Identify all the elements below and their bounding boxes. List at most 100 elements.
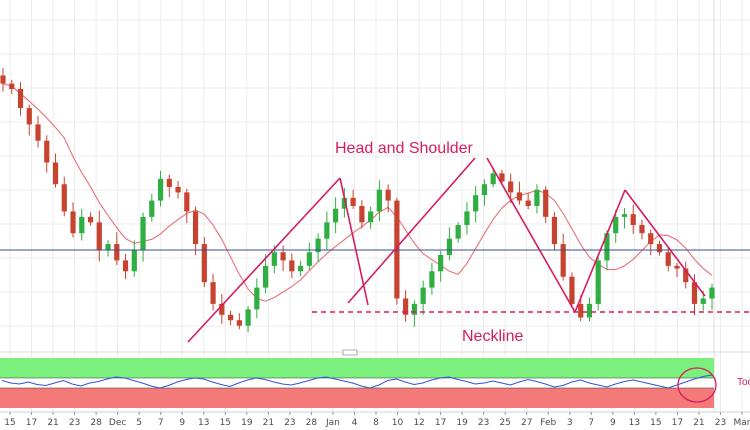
price-candles [0,68,715,333]
candle [210,273,216,311]
candle [157,170,164,207]
x-tick-label: 21 [47,418,58,428]
moving-average [2,83,713,302]
candle [438,251,444,282]
candle [52,153,59,188]
candle [149,193,155,222]
candle [87,212,94,226]
candle [262,254,269,294]
candle [630,204,636,234]
candle [595,253,601,311]
candle [490,169,496,188]
pattern-lines [187,157,706,343]
candle [245,306,251,333]
candle [359,200,365,229]
x-tick-label: 13 [629,418,640,428]
oversold-zone [0,388,714,408]
candle [403,290,409,322]
candle [560,233,566,281]
candle [298,260,304,277]
candle [236,313,242,330]
candle [551,211,558,250]
candle [368,206,374,229]
moving-average-line [2,83,713,302]
candle [525,193,531,210]
x-tick-label: 23 [284,418,295,428]
x-tick-label: 19 [241,418,253,428]
pane-divider[interactable] [0,349,750,356]
candle [665,247,671,272]
overbought-zone [0,358,714,378]
oscillator-series [1,374,713,389]
x-tick-label: 17 [672,418,683,428]
pane-resize-handle[interactable] [342,349,358,356]
pattern-trendline [347,157,476,304]
x-tick-label: Dec [109,418,126,428]
candle [411,300,417,327]
candle [683,261,689,289]
x-tick-label: 27 [521,418,532,428]
candle [17,82,24,116]
candle [709,283,715,310]
pattern-trendline [187,177,341,343]
candle [446,227,453,261]
candle [586,297,593,322]
candle [227,310,234,326]
x-tick-label: 13 [198,418,209,428]
x-tick-label: 15 [220,418,231,428]
pattern-trendline [339,177,369,306]
candle [306,242,312,270]
candle [481,179,488,206]
candle [385,184,391,213]
oscillator-line [1,374,713,389]
x-tick-label: 15 [650,418,661,428]
x-tick-label: 17 [26,418,37,428]
candle [621,208,628,229]
candle [543,186,549,223]
candle [219,293,225,324]
candle [61,176,67,217]
x-tick-label: 8 [373,418,379,428]
x-tick-label: 23 [69,418,80,428]
oscillator-note: Too [737,377,750,388]
x-tick-label: 17 [435,418,446,428]
candle [184,188,190,223]
candle [192,206,199,256]
candle [315,233,321,263]
x-tick-label: 12 [413,418,424,428]
candle [122,253,129,280]
x-tick-label: Mar [734,418,750,428]
x-tick-label: 21 [693,418,704,428]
x-tick-label: 4 [352,418,358,428]
oscillator-zones [0,358,714,408]
x-tick-label: 9 [610,418,616,428]
candle [674,262,680,277]
candle [166,174,172,198]
candle [201,236,207,288]
candle [324,211,330,251]
candle [114,232,120,265]
candle [9,79,15,95]
pattern-trendline [486,157,576,313]
pattern-trendline [624,189,706,297]
candle [70,202,76,238]
candle [569,272,575,307]
gridlines [0,0,750,412]
candle [35,116,41,148]
pattern-label: Head and Shoulder [335,140,474,157]
candle [499,169,505,185]
x-tick-label: Jan [325,418,340,428]
x-tick-label: 7 [158,418,164,428]
candle [429,262,435,295]
candle [26,104,32,136]
x-axis: 15 17 21 23 28 Dec 5 7 9 13 15 19 21 23 28 Jan 4 8 10 12 17 1… [0,411,750,428]
x-tick-label: 23 [478,418,489,428]
candle [140,212,146,262]
x-tick-label: 28 [306,418,318,428]
candle [516,181,523,205]
candle [455,222,461,243]
x-tick-label: 7 [588,418,594,428]
x-tick-label: 21 [263,418,274,428]
x-tick-label: 19 [456,418,468,428]
